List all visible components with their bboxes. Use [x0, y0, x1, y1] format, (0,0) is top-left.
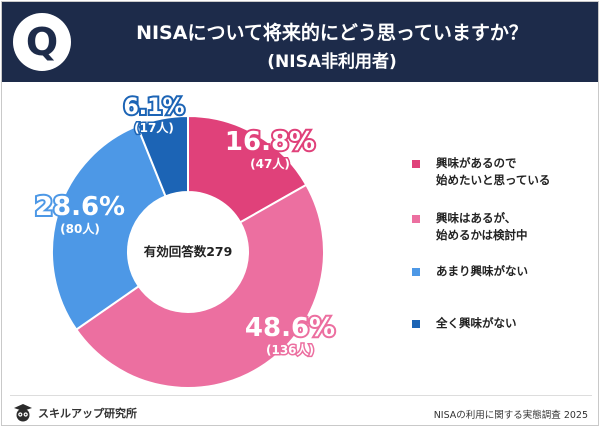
legend-label: あまり興味がない — [436, 264, 528, 278]
donut-slice — [51, 124, 167, 332]
donut-slice — [135, 114, 189, 198]
legend-swatch — [412, 268, 420, 276]
slice-percent-label: 28.6% — [35, 192, 125, 222]
labels-layer: 16.8%(47人) 48.6%(136人) 28.6%(80人) 6.1%(17人) — [33, 93, 337, 359]
question-badge: Q — [13, 13, 71, 71]
slices-layer — [51, 114, 325, 389]
slice-count-label: (47人) — [250, 156, 290, 171]
source-note: NISAの利用に関する実態調査 2025 — [433, 410, 588, 421]
header-banner: Q NISAについて将来的にどう思っていますか？ (NISA非利用者) — [2, 2, 598, 82]
footer-divider — [10, 395, 592, 396]
legend-label: 興味があるので 始めたいと思っている — [436, 156, 551, 187]
chart-title: NISAについて将来的にどう思っていますか？ — [136, 22, 528, 44]
donut-slice — [187, 114, 308, 224]
slice-percent-label: 16.8% — [225, 127, 315, 157]
donut-slice — [74, 183, 325, 389]
chart-subtitle: (NISA非利用者) — [267, 52, 397, 72]
center-label: 有効回答数279 — [144, 244, 233, 259]
legend-swatch — [412, 160, 420, 168]
slice-count-label: (17人) — [134, 120, 174, 135]
slice-percent-label: 6.1% — [123, 95, 184, 120]
legend-label: 全く興味がない — [436, 316, 517, 330]
slice-count-label: (80人) — [60, 221, 100, 236]
slice-count-label: (136人) — [266, 342, 314, 357]
legend-label: 興味はあるが、 始めるかは検討中 — [436, 211, 528, 242]
brand-name: スキルアップ研究所 — [38, 407, 137, 420]
legend-swatch — [412, 215, 420, 223]
slice-percent-label: 48.6% — [245, 313, 335, 343]
legend-swatch — [412, 320, 420, 328]
question-letter: Q — [25, 20, 59, 64]
owl-logo-icon — [14, 404, 32, 422]
